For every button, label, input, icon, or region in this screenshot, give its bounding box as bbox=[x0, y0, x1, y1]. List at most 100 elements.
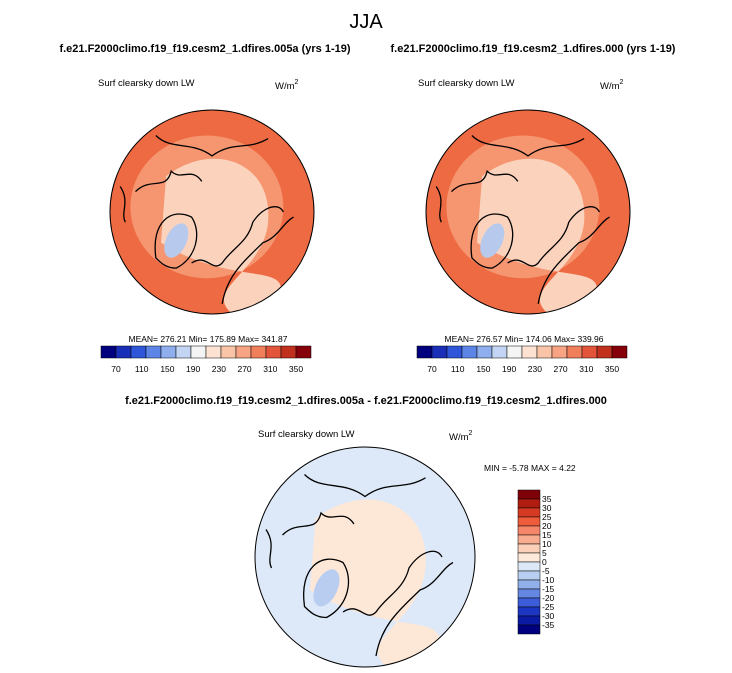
colorbar-label: 25 bbox=[542, 512, 552, 522]
colorbar-box bbox=[517, 615, 541, 626]
colorbar-label: 190 bbox=[502, 364, 516, 374]
colorbar-label: 35 bbox=[542, 494, 552, 504]
map-border bbox=[425, 109, 631, 315]
coastline bbox=[470, 213, 514, 269]
colorbar-box bbox=[517, 606, 541, 617]
colorbar-box bbox=[190, 345, 207, 359]
coastline bbox=[342, 550, 443, 616]
colorbar-box bbox=[130, 345, 147, 359]
colorbar-label: -30 bbox=[542, 611, 555, 621]
map bbox=[426, 110, 630, 314]
colorbar-label: 10 bbox=[542, 539, 552, 549]
colorbar-box bbox=[517, 525, 541, 536]
colorbar-box bbox=[446, 345, 463, 359]
map-fill bbox=[480, 223, 505, 258]
colorbar-box bbox=[100, 345, 117, 359]
colorbar-label: -25 bbox=[542, 602, 555, 612]
coastline bbox=[304, 474, 426, 498]
colorbar-box bbox=[536, 345, 553, 359]
colorbar-box bbox=[431, 345, 448, 359]
colorbar-label: -20 bbox=[542, 593, 555, 603]
colorbar-box bbox=[596, 345, 613, 359]
colorbar-label: 30 bbox=[542, 503, 552, 513]
colorbar-box bbox=[517, 597, 541, 608]
units-exp: 2 bbox=[469, 430, 473, 437]
colorbar-box bbox=[517, 552, 541, 563]
colorbar-box bbox=[517, 507, 541, 518]
colorbar-label: 0 bbox=[542, 557, 547, 567]
colorbar-label: 110 bbox=[451, 364, 465, 374]
panel-subtitle: f.e21.F2000climo.f19_f19.cesm2_1.dfires.… bbox=[125, 395, 607, 407]
colorbar-box bbox=[517, 543, 541, 554]
panel-subtitle: f.e21.F2000climo.f19_f19.cesm2_1.dfires.… bbox=[59, 43, 350, 55]
maps bbox=[109, 109, 631, 668]
colorbar-label: 270 bbox=[553, 364, 567, 374]
map-border bbox=[254, 446, 476, 668]
colorbar-label: 70 bbox=[111, 364, 121, 374]
colorbar-box bbox=[220, 345, 237, 359]
map-fill bbox=[477, 158, 598, 314]
colorbar-label: -5 bbox=[542, 566, 550, 576]
map-fill bbox=[164, 223, 189, 258]
coastline bbox=[507, 206, 600, 267]
map-fill bbox=[313, 569, 340, 607]
colorbar-box bbox=[551, 345, 568, 359]
colorbar-label: 20 bbox=[542, 521, 552, 531]
coastline bbox=[119, 186, 126, 223]
colorbar-box bbox=[517, 588, 541, 599]
colorbar-box bbox=[280, 345, 297, 359]
coastline bbox=[265, 529, 273, 569]
coastline bbox=[302, 558, 350, 619]
coastline bbox=[435, 186, 442, 223]
colorbar-box bbox=[506, 345, 523, 359]
colorbar-label: 230 bbox=[528, 364, 542, 374]
colorbar-label: -35 bbox=[542, 620, 555, 630]
colorbar-box bbox=[295, 345, 312, 359]
colorbar-box bbox=[160, 345, 177, 359]
units: W/m bbox=[449, 432, 469, 443]
colorbar-box bbox=[581, 345, 598, 359]
units-exp: 2 bbox=[295, 79, 299, 86]
coastline bbox=[282, 511, 355, 536]
units-label: W/m2 bbox=[275, 79, 299, 92]
title: JJA bbox=[349, 11, 383, 33]
colorbar-box bbox=[461, 345, 478, 359]
units-label: W/m2 bbox=[449, 430, 473, 443]
coastline bbox=[375, 561, 454, 657]
map bbox=[255, 447, 475, 667]
variable-label: Surf clearsky down LW bbox=[418, 78, 514, 89]
map-fill bbox=[310, 499, 440, 667]
colorbar-label: 310 bbox=[263, 364, 277, 374]
map bbox=[110, 110, 314, 314]
stats: MEAN= 276.57 Min= 174.06 Max= 339.96 bbox=[444, 334, 603, 344]
colorbar-label: 70 bbox=[427, 364, 437, 374]
map-fill bbox=[161, 158, 282, 314]
variable-label: Surf clearsky down LW bbox=[98, 78, 194, 89]
colorbar-box bbox=[517, 489, 541, 500]
colorbar-box bbox=[235, 345, 252, 359]
colorbar-box bbox=[521, 345, 538, 359]
coastline bbox=[135, 169, 203, 193]
colorbar-label: -10 bbox=[542, 575, 555, 585]
colorbar-label: 150 bbox=[160, 364, 174, 374]
units: W/m bbox=[275, 81, 295, 92]
colorbar-box bbox=[250, 345, 267, 359]
colorbar-box bbox=[517, 561, 541, 572]
coastline bbox=[537, 216, 610, 304]
coastline bbox=[154, 213, 198, 269]
colorbar-box bbox=[517, 516, 541, 527]
colorbar-box bbox=[611, 345, 628, 359]
colorbar-box bbox=[517, 579, 541, 590]
units: W/m bbox=[600, 81, 620, 92]
colorbar-label: 310 bbox=[579, 364, 593, 374]
colorbar-label: 190 bbox=[186, 364, 200, 374]
colorbar-box bbox=[115, 345, 132, 359]
coastline bbox=[155, 135, 269, 157]
colorbar-label: 15 bbox=[542, 530, 552, 540]
colorbar-box bbox=[517, 570, 541, 581]
colorbar-label: -15 bbox=[542, 584, 555, 594]
colorbar-label: 5 bbox=[542, 548, 547, 558]
panel-subtitle: f.e21.F2000climo.f19_f19.cesm2_1.dfires.… bbox=[391, 43, 676, 55]
colorbar-box bbox=[566, 345, 583, 359]
